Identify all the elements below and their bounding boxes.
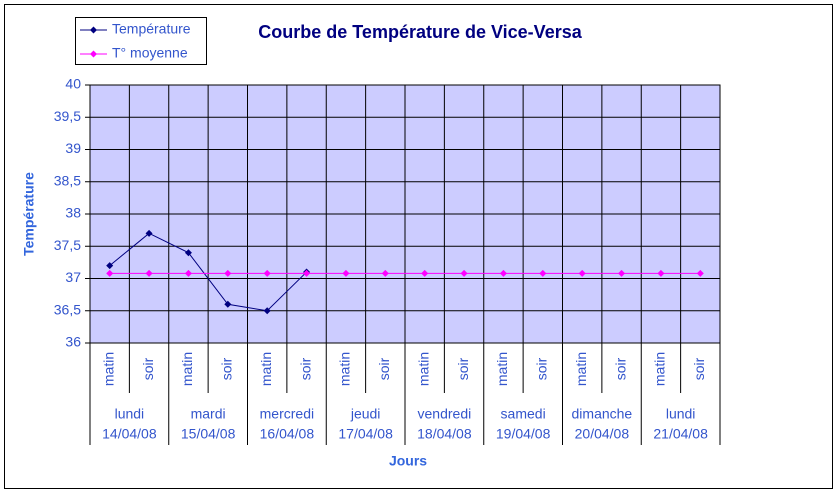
point-marker: [421, 269, 429, 277]
group-label: lundi: [115, 406, 145, 422]
group-label: 17/04/08: [338, 426, 393, 442]
y-tick-label: 38: [65, 205, 81, 221]
y-axis-title: Température: [21, 172, 37, 256]
y-tick-label: 40: [65, 76, 81, 92]
legend-marker: [90, 50, 97, 58]
group-label: 20/04/08: [575, 426, 630, 442]
point-marker: [106, 262, 114, 270]
x-tick-label: soir: [376, 357, 392, 380]
point-marker: [657, 269, 665, 277]
point-marker: [499, 269, 507, 277]
point-marker: [578, 269, 586, 277]
x-tick-label: soir: [219, 357, 235, 380]
point-marker: [618, 269, 626, 277]
series-line: [109, 232, 307, 312]
group-label: jeudi: [350, 406, 381, 422]
x-tick-label: soir: [140, 357, 156, 380]
x-tick-label: soir: [612, 357, 628, 380]
legend-label: Température: [112, 21, 191, 37]
point-marker: [106, 269, 114, 277]
group-label: 15/04/08: [181, 426, 236, 442]
chart-title: Courbe de Température de Vice-Versa: [258, 22, 582, 42]
x-tick-label: soir: [534, 357, 550, 380]
x-tick-label: matin: [573, 352, 589, 386]
x-axis-title: Jours: [389, 453, 427, 469]
point-marker: [303, 269, 311, 277]
legend-box: [75, 17, 207, 65]
group-label: 14/04/08: [102, 426, 157, 442]
point-marker: [145, 269, 153, 277]
point-marker: [539, 269, 547, 277]
y-tick-label: 36: [65, 334, 81, 350]
group-label: dimanche: [572, 406, 633, 422]
legend-label: T° moyenne: [112, 45, 188, 61]
point-marker: [224, 269, 232, 277]
group-label: 16/04/08: [260, 426, 315, 442]
x-tick-label: matin: [179, 352, 195, 386]
x-tick-label: matin: [652, 352, 668, 386]
group-label: lundi: [666, 406, 696, 422]
y-tick-label: 38,5: [54, 172, 81, 188]
group-label: samedi: [501, 406, 546, 422]
group-label: mardi: [191, 406, 226, 422]
x-tick-label: soir: [297, 357, 313, 380]
x-tick-label: matin: [415, 352, 431, 386]
group-label: 21/04/08: [653, 426, 708, 442]
point-marker: [696, 269, 704, 277]
point-marker: [263, 307, 271, 315]
group-label: 18/04/08: [417, 426, 472, 442]
x-tick-label: matin: [494, 352, 510, 386]
y-tick-label: 39,5: [54, 108, 81, 124]
x-tick-label: matin: [337, 352, 353, 386]
point-marker: [184, 249, 192, 257]
point-marker: [460, 269, 468, 277]
x-tick-label: soir: [455, 357, 471, 380]
point-marker: [263, 269, 271, 277]
x-tick-label: soir: [691, 357, 707, 380]
y-tick-label: 39: [65, 140, 81, 156]
point-marker: [145, 229, 153, 237]
point-marker: [381, 269, 389, 277]
y-tick-label: 37: [65, 269, 81, 285]
point-marker: [342, 269, 350, 277]
group-label: vendredi: [418, 406, 472, 422]
x-tick-label: matin: [100, 352, 116, 386]
y-tick-label: 36,5: [54, 301, 81, 317]
point-marker: [184, 269, 192, 277]
group-label: 19/04/08: [496, 426, 551, 442]
legend-marker: [90, 26, 97, 34]
point-marker: [224, 300, 232, 308]
x-tick-label: matin: [258, 352, 274, 386]
group-label: mercredi: [260, 406, 314, 422]
y-tick-label: 37,5: [54, 237, 81, 253]
